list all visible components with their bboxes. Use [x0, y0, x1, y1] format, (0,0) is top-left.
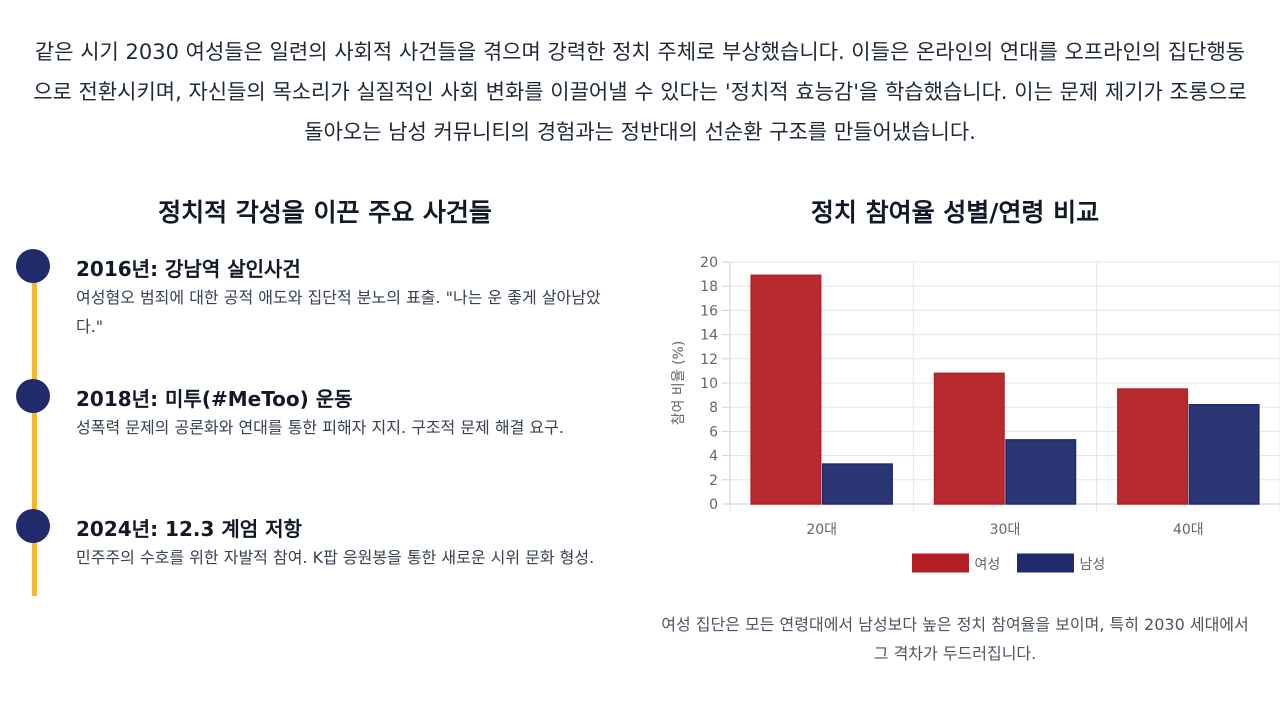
y-tick-label: 16 — [700, 303, 718, 319]
timeline-dot — [16, 509, 50, 543]
event-title: 2024년: 12.3 계엄 저항 — [76, 517, 302, 541]
legend-label: 여성 — [975, 557, 1001, 573]
bar-여성 — [933, 372, 1005, 505]
x-tick-label: 40대 — [1173, 522, 1204, 538]
bar-남성 — [1005, 439, 1077, 505]
timeline-dot — [16, 249, 50, 283]
event-description: 여성혐오 범죄에 대한 공적 애도와 집단적 분노의 표출. "나는 운 좋게 … — [76, 288, 601, 336]
legend-swatch — [912, 553, 969, 573]
y-tick-label: 18 — [700, 279, 718, 295]
timeline-dot — [16, 379, 50, 413]
legend-swatch — [1017, 553, 1074, 573]
y-tick-label: 14 — [700, 328, 718, 344]
y-tick-label: 20 — [700, 255, 718, 271]
x-tick-label: 20대 — [806, 522, 837, 538]
participation-bar-chart: 0 2 4 6 8 10 12 14 16 18 20 20대 30대 40대 참여 비율 (%) 여성 남성 — [671, 255, 1280, 573]
chart-title: 정치 참여율 성별/연령 비교 — [810, 198, 1100, 227]
y-tick-label: 12 — [700, 352, 718, 368]
bar-남성 — [1188, 404, 1260, 505]
timeline-title: 정치적 각성을 이끈 주요 사건들 — [158, 198, 492, 227]
timeline-line — [32, 266, 37, 596]
event-title: 2016년: 강남역 살인사건 — [76, 257, 301, 281]
bar-여성 — [1117, 388, 1189, 505]
y-tick-label: 4 — [709, 449, 718, 465]
legend-label: 남성 — [1080, 557, 1106, 573]
y-tick-label: 6 — [709, 424, 718, 440]
y-axis-label: 참여 비율 (%) — [671, 341, 687, 426]
bar-여성 — [750, 274, 822, 505]
y-tick-label: 0 — [709, 497, 718, 513]
event-title: 2018년: 미투(#MeToo) 운동 — [76, 387, 353, 411]
y-tick-label: 10 — [700, 376, 718, 392]
event-description: 성폭력 문제의 공론화와 연대를 통한 피해자 지지. 구조적 문제 해결 요구… — [76, 418, 564, 437]
bar-남성 — [821, 463, 893, 505]
event-description: 민주주의 수호를 위한 자발적 참여. K팝 응원봉을 통한 새로운 시위 문화… — [76, 548, 595, 567]
intro-paragraph: 같은 시기 2030 여성들은 일련의 사회적 사건들을 겪으며 강력한 정치 … — [33, 40, 1247, 144]
y-tick-label: 2 — [709, 473, 718, 489]
y-tick-label: 8 — [709, 400, 718, 416]
chart-caption: 여성 집단은 모든 연령대에서 남성보다 높은 정치 참여율을 보이며, 특히 … — [661, 615, 1249, 663]
x-tick-label: 30대 — [990, 522, 1021, 538]
